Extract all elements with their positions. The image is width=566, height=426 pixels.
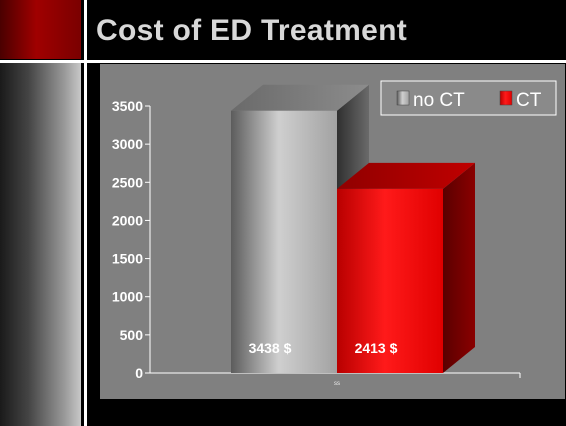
y-tick-label: 1000 [112,289,143,305]
bar-no-ct [231,110,337,374]
y-tick-label: 500 [120,327,144,343]
bar-top-face [337,162,475,189]
bar-top-face [231,84,369,111]
horizontal-divider [0,60,566,63]
legend-swatch [396,90,410,106]
y-tick-label: 2000 [112,212,143,228]
vertical-divider [84,0,87,426]
bar-ct [337,188,443,373]
y-tick-label: 3000 [112,136,143,152]
legend-swatch [499,90,513,106]
title-accent-block [0,0,81,59]
y-tick-label: 1500 [112,251,143,267]
legend-label: no CT [413,90,465,111]
y-tick-label: 0 [135,365,143,381]
slide-title: Cost of ED Treatment [96,14,408,47]
bar-data-label: 3438 $ [249,340,292,356]
category-label: ss [334,381,340,387]
bar-side-face [443,162,475,373]
left-gradient-strip [0,63,81,426]
legend-box [380,80,557,116]
y-tick-label: 3500 [112,98,143,114]
legend-label: CT [516,90,542,111]
bar-data-label: 2413 $ [355,340,398,356]
y-tick-label: 2500 [112,174,143,190]
